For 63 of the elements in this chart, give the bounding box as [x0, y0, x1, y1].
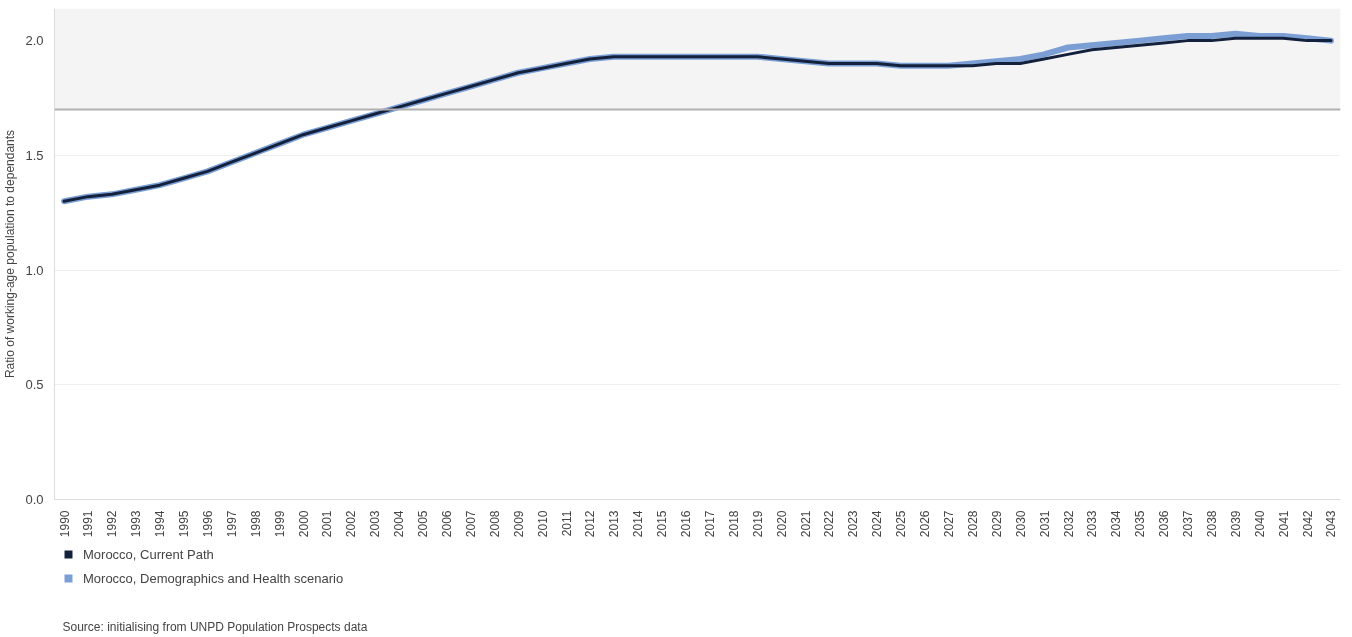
x-tick-label: 2040 [1252, 510, 1267, 538]
x-tick-label: 2017 [702, 510, 717, 538]
x-tick-label: 1998 [248, 510, 263, 538]
y-tick-label: 2.0 [25, 33, 44, 49]
x-tick-label: 2033 [1085, 510, 1100, 538]
y-axis-title: Ratio of working-age population to dependants [3, 129, 18, 379]
x-tick-label: 2012 [583, 510, 598, 538]
legend-label: Morocco, Demographics and Health scenario [83, 570, 344, 586]
x-tick-label: 2000 [296, 510, 311, 538]
x-tick-label: 1991 [81, 510, 96, 538]
x-tick-label: 2028 [965, 510, 980, 538]
x-tick-label: 1993 [129, 510, 144, 538]
y-tick-label: 0.5 [25, 377, 44, 393]
x-tick-label: 2029 [989, 510, 1004, 538]
x-tick-label: 1995 [177, 510, 192, 538]
x-tick-label: 2041 [1276, 510, 1291, 538]
x-tick-label: 2001 [320, 510, 335, 538]
x-tick-label: 2026 [918, 510, 933, 538]
x-tick-label: 1990 [57, 510, 72, 538]
x-tick-label: 1992 [105, 510, 120, 538]
x-tick-label: 1999 [272, 510, 287, 538]
x-tick-label: 2035 [1133, 510, 1148, 538]
x-tick-label: 2043 [1324, 510, 1339, 538]
source-note: Source: initialising from UNPD Population Prospects data [62, 619, 368, 634]
x-tick-label: 2016 [679, 510, 694, 538]
x-tick-label: 2039 [1228, 510, 1243, 538]
x-tick-label: 1997 [224, 510, 239, 538]
x-tick-label: 2031 [1037, 510, 1052, 538]
y-tick-label: 0.0 [25, 492, 44, 507]
x-tick-label: 2013 [607, 510, 622, 538]
x-tick-label: 2021 [798, 510, 813, 538]
y-tick-label: 1.5 [25, 147, 44, 163]
x-tick-label: 2002 [344, 510, 359, 538]
x-tick-label: 2027 [941, 510, 956, 538]
x-tick-label: 2037 [1181, 510, 1196, 538]
x-tick-label: 2014 [631, 510, 646, 538]
y-tick-label: 1.0 [25, 262, 44, 278]
x-tick-label: 2010 [535, 510, 550, 538]
x-tick-label: 2024 [870, 510, 885, 538]
x-tick-label: 2011 [559, 510, 574, 537]
x-tick-label: 2023 [846, 510, 861, 538]
x-tick-label: 2042 [1300, 510, 1315, 538]
x-tick-label: 2018 [726, 510, 741, 538]
x-tick-label: 2020 [774, 510, 789, 538]
x-tick-label: 2008 [487, 510, 502, 538]
x-tick-label: 2007 [463, 510, 478, 538]
x-tick-label: 2004 [392, 510, 407, 538]
x-tick-label: 2009 [511, 510, 526, 538]
x-tick-label: 1994 [153, 510, 168, 538]
x-tick-label: 2022 [822, 510, 837, 538]
x-tick-label: 2036 [1157, 510, 1172, 538]
x-tick-label: 2025 [894, 510, 909, 538]
x-tick-label: 2003 [368, 510, 383, 538]
x-tick-label: 2006 [440, 510, 455, 538]
x-tick-label: 2019 [750, 510, 765, 538]
x-tick-label: 2005 [416, 510, 431, 538]
legend-label: Morocco, Current Path [83, 546, 214, 562]
x-tick-label: 2034 [1109, 510, 1124, 538]
x-tick-label: 2032 [1061, 510, 1076, 538]
x-tick-label: 2030 [1013, 510, 1028, 538]
x-tick-label: 2038 [1204, 510, 1219, 538]
x-tick-label: 1996 [200, 510, 215, 538]
x-tick-label: 2015 [655, 510, 670, 538]
